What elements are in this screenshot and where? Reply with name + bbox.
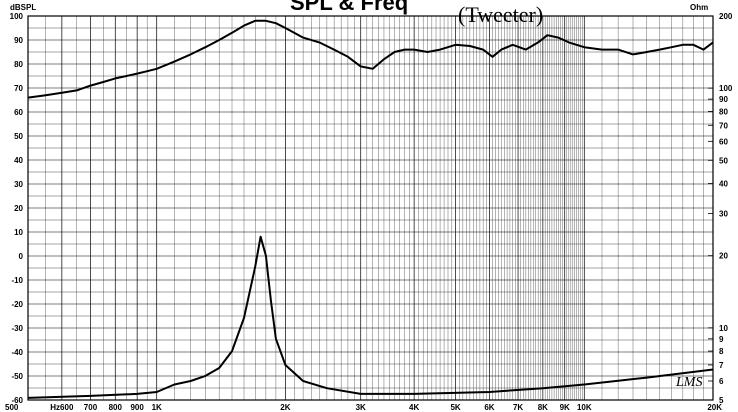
x-tick-label: 500	[5, 403, 19, 412]
x-axis-ticks: 500 Hz600 700 800 900 1K 2K 3K 4K 5K 6K 7K 8K 9K 10K 20…	[5, 403, 722, 412]
right-tick-label: 9	[719, 335, 724, 344]
x-tick-label: 3K	[356, 403, 366, 412]
right-tick-label: 70	[719, 121, 728, 130]
left-tick-label: 30	[14, 180, 23, 189]
x-tick-label: 6K	[484, 403, 494, 412]
left-tick-label: 10	[14, 228, 23, 237]
right-tick-label: 20	[719, 252, 728, 261]
right-tick-label: 200	[719, 12, 733, 21]
x-tick-label: 8K	[538, 403, 548, 412]
left-tick-label: -20	[11, 300, 23, 309]
right-tick-label: 30	[719, 209, 728, 218]
spl-curve	[27, 19, 714, 99]
right-tick-label: 8	[719, 347, 724, 356]
left-tick-label: 0	[19, 252, 24, 261]
x-tick-label: 1K	[152, 403, 162, 412]
left-tick-label: -50	[11, 372, 23, 381]
chart-title: SPL & Freq	[290, 0, 408, 15]
right-tick-label: 90	[719, 95, 728, 104]
right-tick-label: 7	[719, 361, 724, 370]
impedance-curve	[27, 235, 714, 399]
series-group	[27, 19, 714, 399]
right-tick-label: 100	[719, 84, 733, 93]
right-tick-label: 60	[719, 137, 728, 146]
left-tick-label: -30	[11, 324, 23, 333]
chart-subtitle: (Tweeter)	[458, 2, 543, 27]
x-tick-label: Hz600	[50, 403, 74, 412]
left-tick-label: -60	[11, 396, 23, 405]
x-tick-label: 4K	[409, 403, 419, 412]
x-tick-label: 20K	[707, 403, 722, 412]
left-tick-label: 100	[10, 12, 24, 21]
right-tick-label: 10	[719, 324, 728, 333]
x-tick-label: 700	[84, 403, 98, 412]
left-tick-label: 80	[14, 60, 23, 69]
x-tick-label: 800	[109, 403, 123, 412]
x-tick-label: 5K	[450, 403, 460, 412]
left-tick-label: 60	[14, 108, 23, 117]
plot-frame	[27, 15, 714, 401]
right-tick-label: 5	[719, 396, 724, 405]
x-tick-label: 9K	[560, 403, 570, 412]
lms-logo: LMS	[675, 375, 702, 390]
x-tick-label: 7K	[513, 403, 523, 412]
right-tick-label: 40	[719, 180, 728, 189]
left-tick-label: 70	[14, 84, 23, 93]
right-tick-label: 50	[719, 156, 728, 165]
right-axis-unit: Ohm	[690, 3, 708, 12]
left-tick-label: 40	[14, 156, 23, 165]
left-tick-label: -10	[11, 276, 23, 285]
grid-lines	[28, 16, 713, 400]
left-tick-label: 50	[14, 132, 23, 141]
right-axis-ticks: 200 100 90 80 70 60 50 40 30 20 10 9 8 7 6 5	[708, 12, 733, 405]
x-tick-label: 2K	[280, 403, 290, 412]
right-tick-label: 6	[719, 377, 724, 386]
x-tick-label: 900	[130, 403, 144, 412]
right-tick-label: 80	[719, 107, 728, 116]
left-axis-unit: dBSPL	[10, 3, 36, 12]
x-tick-label: 10K	[577, 403, 592, 412]
left-tick-label: -40	[11, 348, 23, 357]
left-tick-label: 90	[14, 36, 23, 45]
left-tick-label: 20	[14, 204, 23, 213]
